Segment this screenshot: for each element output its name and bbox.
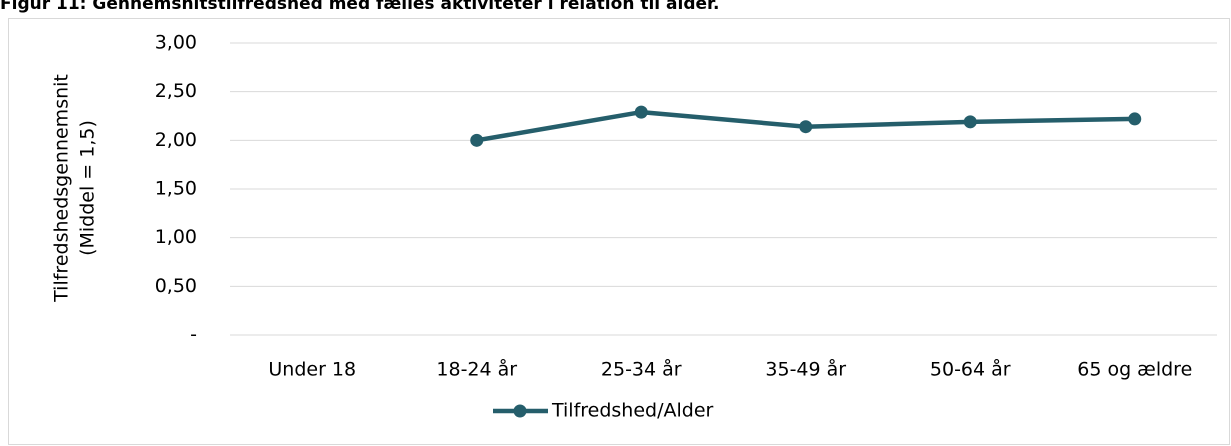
x-tick-label: 18-24 år — [436, 358, 517, 381]
x-tick-label: 25-34 år — [601, 358, 682, 381]
data-point — [634, 105, 648, 119]
legend-label: Tilfredshed/Alder — [551, 400, 714, 422]
x-tick-label: Under 18 — [268, 359, 356, 381]
y-tick-label: 2,00 — [155, 129, 197, 151]
chart-title: Figur 11: Gennemsnitstilfredshed med fæl… — [0, 0, 719, 14]
y-tick-label: 2,50 — [155, 80, 197, 102]
x-tick-label: 65 og ældre — [1077, 359, 1192, 381]
data-point — [470, 133, 484, 147]
legend-marker — [513, 404, 527, 418]
x-tick-label: 50-64 år — [930, 358, 1011, 381]
data-point — [963, 115, 977, 129]
data-point — [1128, 112, 1142, 126]
y-tick-label: - — [190, 324, 197, 346]
chart-frame — [8, 18, 1230, 445]
data-point — [799, 120, 813, 134]
y-tick-label: 1,50 — [155, 178, 197, 200]
y-axis-label: (Middel = 1,5) — [77, 120, 99, 256]
y-tick-label: 3,00 — [155, 32, 197, 54]
y-tick-label: 1,00 — [155, 226, 197, 248]
y-axis-label: Tilfredshedsgennemsnit — [51, 74, 73, 303]
x-tick-label: 35-49 år — [765, 358, 846, 381]
y-tick-label: 0,50 — [155, 275, 197, 297]
